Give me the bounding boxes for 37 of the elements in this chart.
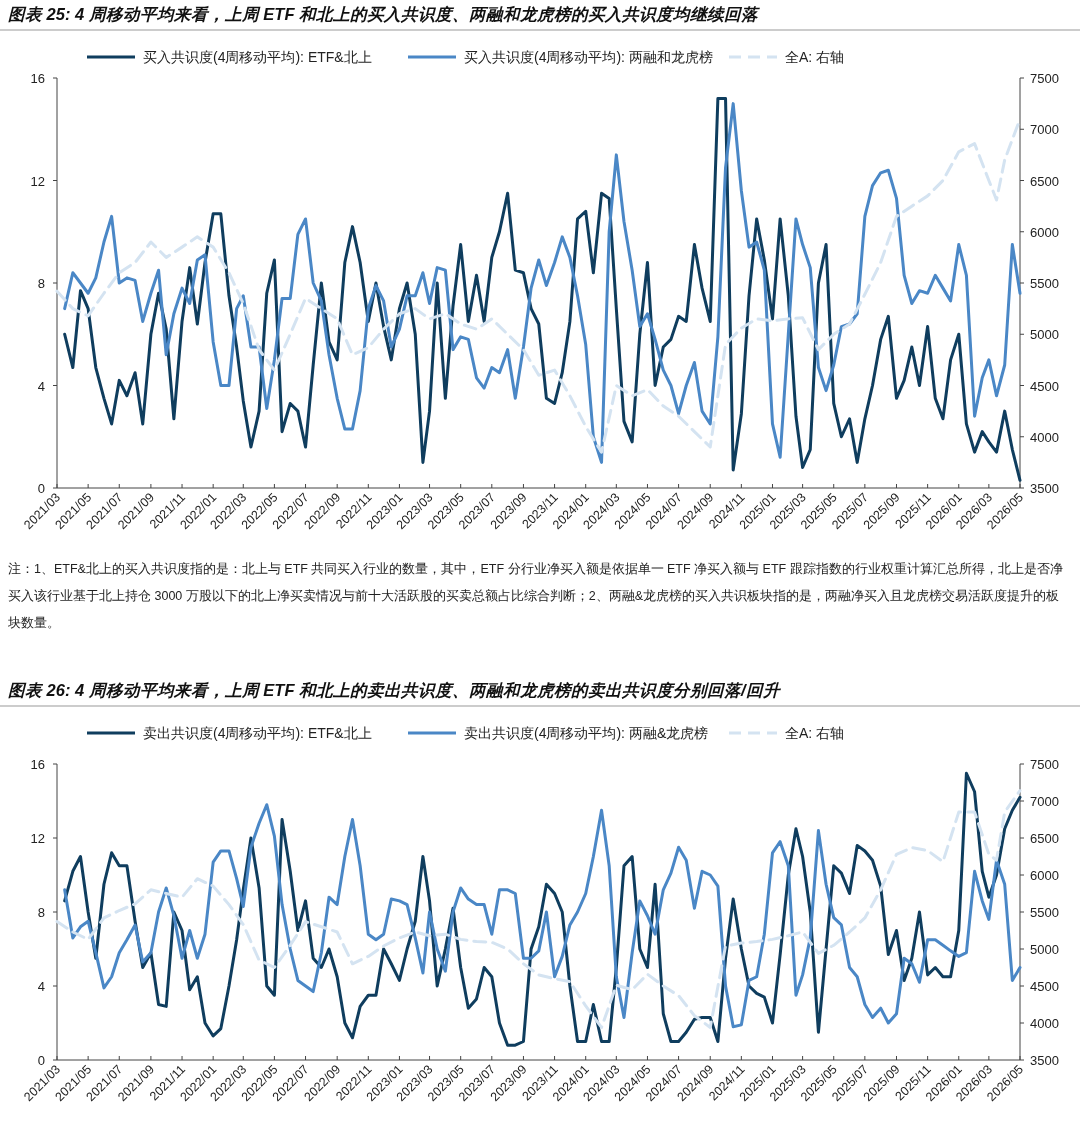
- y2-tick-label: 7500: [1030, 757, 1059, 772]
- y2-tick-label: 6000: [1030, 868, 1059, 883]
- legend-label: 买入共识度(4周移动平均): ETF&北上: [143, 49, 372, 65]
- chart-title: 图表 26: 4 周移动平均来看，上周 ETF 和北上的卖出共识度、两融和龙虎榜的卖出共识度分别回落/回升: [8, 681, 782, 700]
- y2-tick-label: 3500: [1030, 1053, 1059, 1068]
- y2-tick-label: 5000: [1030, 327, 1059, 343]
- text: 注：1、ETF&北上的买入共识度指的是：北上与 ETF 共同买入行业的数量，其中，ETF 分行业净买入额是依据单一 ETF 净买入额与 ETF 跟踪指数的行业权重计算汇总所得，北上是否净买入该行业基于北上持仓 3000 万股以下的北上净买卖情况与前十大活跃股的买卖总额占比综合判断；2、两融&龙虎榜的买入共识板块指的是，两融净买入且龙虎榜交易活跃度提升的板块数量。: [8, 561, 1064, 632]
- y2-tick-label: 4500: [1030, 378, 1059, 394]
- y-tick-label: 16: [30, 71, 45, 86]
- y-tick-label: 8: [37, 905, 45, 920]
- y2-tick-label: 4000: [1030, 429, 1059, 445]
- legend-label: 买入共识度(4周移动平均): 两融和龙虎榜: [464, 49, 713, 65]
- y-tick-label: 0: [37, 1053, 45, 1068]
- y2-tick-label: 4000: [1030, 1016, 1059, 1031]
- y-tick-label: 0: [37, 481, 45, 496]
- legend-label: 全A: 右轴: [785, 725, 845, 741]
- y2-tick-label: 7000: [1030, 794, 1059, 809]
- y2-tick-label: 6000: [1030, 224, 1059, 240]
- y2-tick-label: 4500: [1030, 979, 1059, 994]
- y2-tick-label: 6500: [1030, 173, 1059, 189]
- y-tick-label: 12: [30, 173, 45, 189]
- legend-label: 卖出共识度(4周移动平均): 两融&龙虎榜: [464, 725, 709, 741]
- y-tick-label: 8: [37, 276, 45, 291]
- y2-tick-label: 5500: [1030, 905, 1059, 920]
- legend-label: 卖出共识度(4周移动平均): ETF&北上: [143, 725, 372, 741]
- y2-tick-label: 5500: [1030, 276, 1059, 291]
- y2-tick-label: 7000: [1030, 122, 1059, 138]
- y2-tick-label: 6500: [1030, 831, 1059, 846]
- y-tick-label: 16: [30, 757, 45, 772]
- y-tick-label: 4: [37, 979, 45, 994]
- y2-tick-label: 5000: [1030, 942, 1059, 957]
- y-tick-label: 4: [37, 378, 45, 394]
- chart-title: 图表 25: 4 周移动平均来看，上周 ETF 和北上的买入共识度、两融和龙虎榜的买入共识度均继续回落: [8, 5, 761, 24]
- y2-tick-label: 7500: [1030, 71, 1059, 86]
- legend-label: 全A: 右轴: [785, 49, 845, 65]
- y-tick-label: 12: [30, 831, 45, 846]
- y2-tick-label: 3500: [1030, 481, 1059, 496]
